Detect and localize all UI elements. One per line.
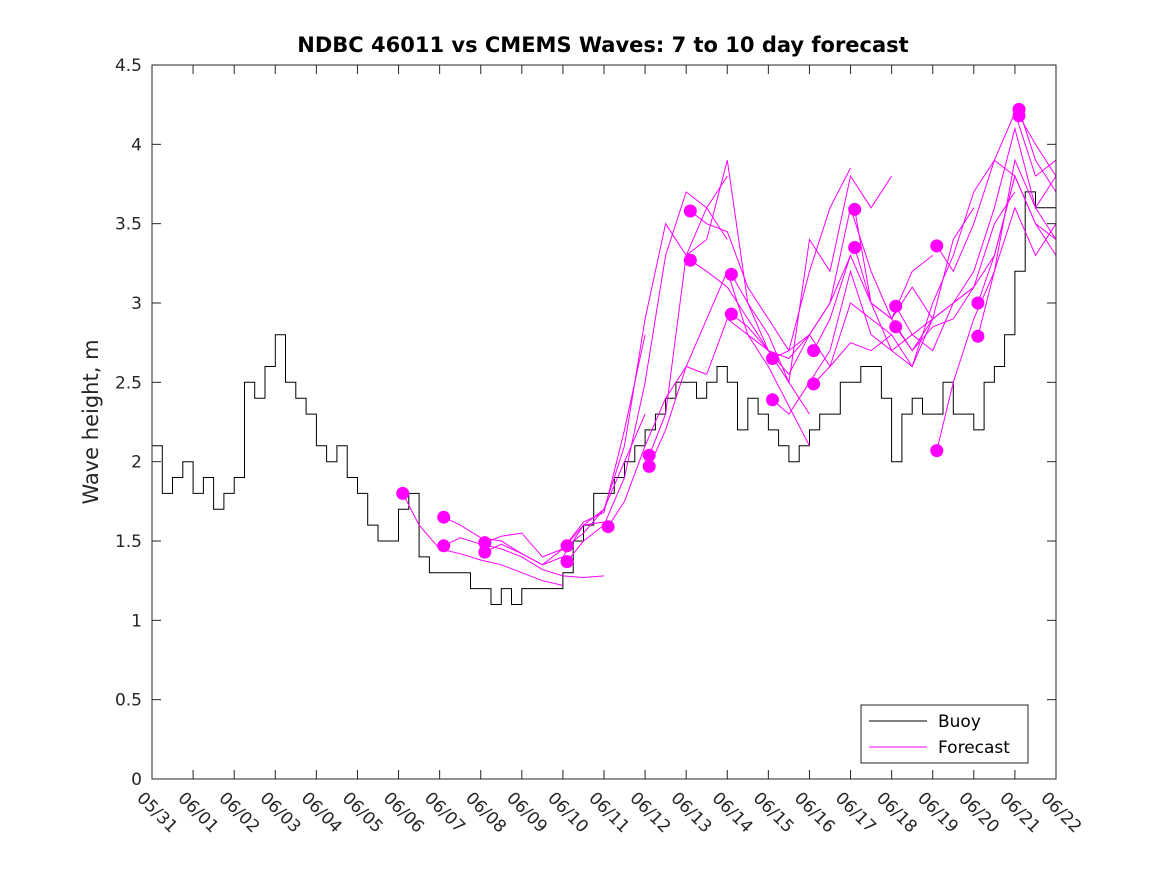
- forecast-line: [566, 191, 728, 562]
- chart-title: NDBC 46011 vs CMEMS Waves: 7 to 10 day f…: [297, 33, 908, 57]
- forecast-start-point: [971, 329, 985, 343]
- forecast-start-point: [930, 444, 944, 458]
- forecast-start-point: [683, 204, 697, 218]
- forecast-series: [396, 102, 1057, 586]
- forecast-start-point: [848, 241, 862, 254]
- forecast-line: [895, 126, 1057, 352]
- y-tick-label: 4: [131, 135, 142, 155]
- forecast-start-point: [724, 307, 738, 321]
- y-tick-label: 1: [131, 611, 142, 631]
- forecast-start-point: [807, 377, 821, 391]
- y-tick-label: 0: [131, 770, 142, 790]
- legend: Buoy Forecast: [860, 704, 1029, 764]
- forecast-line: [854, 159, 1016, 368]
- forecast-start-point: [766, 352, 779, 365]
- forecast-start-point: [642, 459, 656, 473]
- forecast-line: [566, 175, 728, 547]
- forecast-line: [1018, 115, 1057, 177]
- forecast-start-point: [601, 520, 615, 534]
- legend-box: [860, 704, 1029, 764]
- forecast-start-point: [560, 555, 574, 569]
- y-tick-label: 2.5: [115, 373, 142, 393]
- forecast-start-point: [1012, 109, 1026, 123]
- forecast-line: [977, 206, 1057, 337]
- forecast-start-point: [766, 393, 779, 407]
- buoy-series: [152, 191, 1057, 605]
- forecast-start-point: [642, 448, 656, 462]
- forecast-start-point: [930, 239, 944, 253]
- forecast-line: [689, 167, 851, 352]
- forecast-line: [977, 174, 1057, 304]
- y-tick-label: 0.5: [115, 691, 142, 711]
- y-tick-label: 3: [131, 294, 142, 314]
- forecast-start-point: [848, 202, 862, 216]
- y-tick-label: 3.5: [115, 215, 142, 235]
- y-tick-label: 1.5: [115, 532, 142, 552]
- forecast-line: [648, 160, 810, 456]
- y-axis: 0 0.5 1 1.5 2 2.5 3 3.5 4 4.5: [115, 56, 1056, 790]
- forecast-start-point: [889, 299, 903, 313]
- forecast-start-point: [396, 486, 410, 500]
- forecast-start-point: [478, 536, 492, 550]
- y-tick-label: 4.5: [115, 56, 142, 76]
- y-axis-label: Wave height, m: [79, 339, 103, 504]
- forecast-line: [854, 191, 1016, 352]
- forecast-start-point: [807, 344, 821, 358]
- forecast-start-point: [724, 267, 738, 281]
- plot-area: [152, 65, 1056, 779]
- forecast-line: [730, 174, 893, 385]
- y-tick-label: 2: [131, 453, 142, 473]
- forecast-start-point: [971, 296, 985, 310]
- forecast-line: [402, 493, 564, 586]
- forecast-start-point: [478, 545, 492, 559]
- forecast-start-point: [437, 539, 451, 553]
- forecast-line: [443, 537, 605, 579]
- forecast-start-point: [683, 253, 697, 267]
- forecast-start-point: [889, 320, 903, 334]
- legend-buoy-label: Buoy: [938, 712, 981, 732]
- forecast-start-point: [560, 539, 574, 553]
- forecast-start-point: [437, 510, 451, 524]
- forecast-line: [1018, 109, 1057, 193]
- buoy-line: [152, 191, 1057, 605]
- legend-forecast-label: Forecast: [938, 738, 1010, 758]
- forecast-line: [936, 111, 1057, 273]
